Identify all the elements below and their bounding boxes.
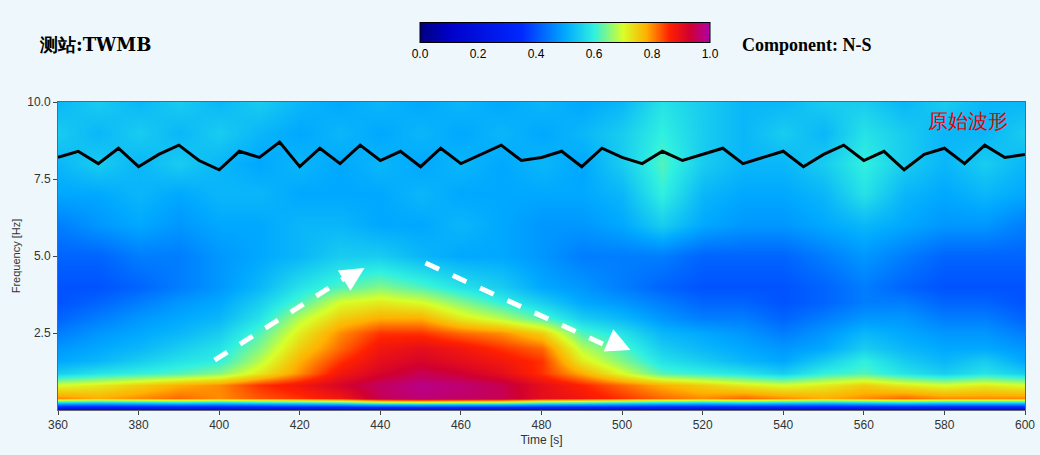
svg-text:Time [s]: Time [s] bbox=[520, 433, 562, 447]
svg-text:测站:TWMB: 测站:TWMB bbox=[39, 34, 151, 55]
svg-text:600: 600 bbox=[1015, 418, 1035, 432]
svg-text:Component: N-S: Component: N-S bbox=[742, 35, 872, 55]
svg-text:560: 560 bbox=[854, 418, 874, 432]
svg-text:0.2: 0.2 bbox=[470, 47, 487, 61]
svg-text:0.8: 0.8 bbox=[644, 47, 661, 61]
svg-text:2.5: 2.5 bbox=[34, 326, 51, 340]
svg-text:Frequency [Hz]: Frequency [Hz] bbox=[10, 219, 22, 294]
svg-text:420: 420 bbox=[290, 418, 310, 432]
svg-text:380: 380 bbox=[129, 418, 149, 432]
svg-text:540: 540 bbox=[773, 418, 793, 432]
svg-text:原始波形: 原始波形 bbox=[928, 109, 1008, 133]
svg-text:5.0: 5.0 bbox=[34, 249, 51, 263]
svg-text:460: 460 bbox=[451, 418, 471, 432]
svg-text:7.5: 7.5 bbox=[34, 172, 51, 186]
svg-text:580: 580 bbox=[934, 418, 954, 432]
svg-text:400: 400 bbox=[209, 418, 229, 432]
svg-text:480: 480 bbox=[531, 418, 551, 432]
svg-text:440: 440 bbox=[370, 418, 390, 432]
svg-text:520: 520 bbox=[693, 418, 713, 432]
svg-text:0.6: 0.6 bbox=[586, 47, 603, 61]
svg-text:0.4: 0.4 bbox=[528, 47, 545, 61]
svg-text:1.0: 1.0 bbox=[702, 47, 719, 61]
svg-text:0.0: 0.0 bbox=[412, 47, 429, 61]
svg-text:360: 360 bbox=[48, 418, 68, 432]
svg-text:500: 500 bbox=[612, 418, 632, 432]
svg-text:10.0: 10.0 bbox=[27, 95, 51, 109]
